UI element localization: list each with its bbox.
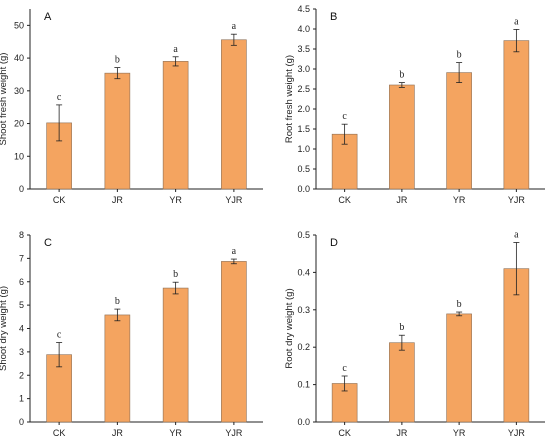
significance-letter: c — [57, 92, 62, 103]
x-tick-label: JR — [112, 428, 124, 438]
x-tick-label: JR — [396, 428, 408, 438]
panel-letter: D — [330, 237, 338, 249]
x-tick-label: YR — [453, 428, 466, 438]
y-axis-title: Shoot fresh weight (g) — [0, 53, 9, 146]
y-tick-label: 0.5 — [297, 230, 310, 240]
y-tick-label: 0.3 — [297, 305, 310, 315]
x-tick-label: YR — [453, 195, 466, 205]
panel-d: 0.0 0.1 0.2 0.3 0.4 0.5 Root dry weight (g) Dc C… — [284, 229, 545, 438]
x-tick-label: JR — [396, 195, 408, 205]
y-tick-label: 4.5 — [297, 4, 310, 14]
y-tick-label: 3.5 — [297, 44, 310, 54]
y-tick-label: 0.4 — [297, 267, 310, 277]
y-tick-label: 0 — [19, 184, 24, 194]
bar — [389, 84, 415, 190]
y-tick-label: 4.0 — [297, 24, 310, 34]
significance-letter: c — [342, 363, 347, 374]
y-tick-label: 2.5 — [297, 84, 310, 94]
bar — [221, 261, 247, 423]
significance-letter: b — [115, 55, 120, 66]
significance-letter: a — [514, 229, 519, 240]
x-tick-label: YJR — [225, 195, 243, 205]
panel-letter: A — [44, 11, 52, 23]
y-tick-label: 2 — [19, 370, 24, 380]
panel-c: 0 1 2 3 4 5 6 7 8 Shoot dry weight (g) Cc CK b JR b YR a… — [0, 230, 263, 438]
x-tick-label: CK — [53, 428, 66, 438]
y-tick-label: 1.5 — [297, 124, 310, 134]
x-tick-label: YJR — [508, 428, 526, 438]
y-tick-label: 7 — [19, 253, 24, 263]
bar — [389, 342, 415, 423]
y-tick-label: 3.0 — [297, 64, 310, 74]
significance-letter: b — [173, 269, 178, 280]
y-tick-label: 50 — [14, 20, 24, 30]
panel-a: 0 10 20 30 40 50 Shoot fresh weight (g) Ac CK b JR… — [0, 9, 263, 205]
y-tick-label: 8 — [19, 230, 24, 240]
bar — [104, 314, 131, 423]
y-tick-label: 5 — [19, 300, 24, 310]
y-tick-label: 0.0 — [297, 184, 310, 194]
y-tick-label: 30 — [14, 86, 24, 96]
significance-letter: b — [399, 322, 404, 333]
bar — [221, 39, 247, 190]
x-tick-label: YR — [169, 195, 182, 205]
bar — [104, 72, 131, 190]
y-tick-label: 0.0 — [297, 417, 310, 427]
bar — [446, 72, 472, 190]
y-tick-label: 0.2 — [297, 342, 310, 352]
significance-letter: c — [57, 330, 62, 341]
y-tick-label: 1.0 — [297, 144, 310, 154]
x-tick-label: CK — [53, 195, 66, 205]
y-tick-label: 2.0 — [297, 104, 310, 114]
significance-letter: a — [232, 246, 237, 257]
y-axis-title: Shoot dry weight (g) — [0, 286, 9, 371]
y-tick-label: 3 — [19, 347, 24, 357]
y-tick-label: 6 — [19, 277, 24, 287]
panel-b: 0.0 0.5 1.0 1.5 2.0 2.5 3.0 3.5 4.0 4.5 Root fresh… — [284, 4, 545, 205]
y-tick-label: 0.5 — [297, 164, 310, 174]
significance-letter: a — [173, 44, 178, 55]
x-tick-label: CK — [338, 195, 351, 205]
x-tick-label: YJR — [508, 195, 526, 205]
significance-letter: b — [457, 50, 462, 61]
y-tick-label: 20 — [14, 119, 24, 129]
significance-letter: a — [232, 21, 237, 32]
y-tick-label: 10 — [14, 151, 24, 161]
y-axis-title: Root fresh weight (g) — [284, 55, 295, 143]
x-tick-label: JR — [112, 195, 124, 205]
y-tick-label: 0.1 — [297, 380, 310, 390]
panel-letter: C — [44, 237, 52, 249]
bar — [162, 61, 189, 190]
x-tick-label: CK — [338, 428, 351, 438]
significance-letter: a — [514, 16, 519, 27]
bar — [162, 287, 189, 423]
panel-letter: B — [330, 11, 337, 23]
bar — [446, 313, 472, 423]
x-tick-label: YJR — [225, 428, 243, 438]
y-axis-title: Root dry weight (g) — [284, 288, 295, 368]
y-tick-label: 1 — [19, 394, 24, 404]
significance-letter: b — [115, 296, 120, 307]
bar — [503, 40, 530, 190]
y-tick-label: 0 — [19, 417, 24, 427]
x-tick-label: YR — [169, 428, 182, 438]
y-tick-label: 40 — [14, 53, 24, 63]
significance-letter: b — [457, 299, 462, 310]
significance-letter: c — [342, 111, 347, 122]
y-tick-label: 4 — [19, 324, 24, 334]
significance-letter: b — [399, 70, 404, 81]
